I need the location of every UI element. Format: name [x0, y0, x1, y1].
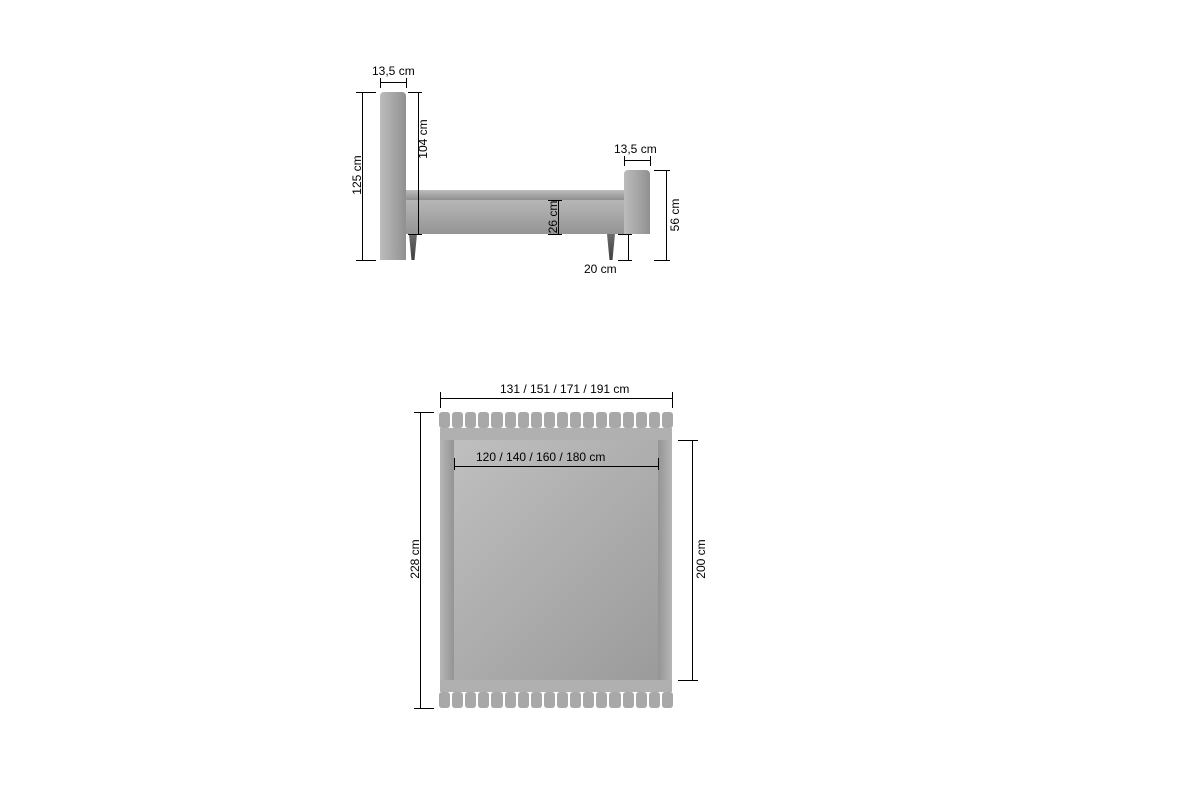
dim-tick [414, 708, 434, 709]
dim-tick [618, 260, 632, 261]
top-foot-shadow [440, 680, 672, 692]
dim-tick [654, 260, 670, 261]
dim-tick [454, 458, 455, 470]
side-footboard [624, 170, 650, 234]
dim-tick [380, 78, 381, 88]
dim-inner-length: 200 cm [694, 534, 708, 584]
dim-tick [408, 92, 422, 93]
side-rail-front [406, 200, 624, 234]
dim-tick [672, 392, 673, 408]
top-rail-left [440, 428, 454, 692]
dim-leg-h: 20 cm [584, 262, 617, 276]
dim-head-thick: 13,5 cm [372, 64, 415, 78]
dim-tick [408, 234, 422, 235]
side-headboard [380, 92, 406, 260]
dim-tick [658, 458, 659, 470]
top-mattress [454, 440, 658, 680]
dim-inner-width: 120 / 140 / 160 / 180 cm [476, 450, 605, 464]
dim-line [380, 82, 406, 83]
side-rail [406, 190, 624, 200]
diagram-stage: 13,5 cm 125 cm 104 cm 26 cm 20 cm 13,5 c… [0, 0, 1200, 800]
top-foot-band [438, 692, 674, 708]
top-head-shadow [440, 428, 672, 440]
dim-line [666, 170, 667, 260]
dim-outer-length: 228 cm [408, 534, 422, 584]
dim-rail-h: 26 cm [546, 192, 560, 242]
top-rail-right [658, 428, 672, 692]
side-leg-left [408, 234, 418, 260]
dim-tick [356, 260, 376, 261]
dim-outer-width: 131 / 151 / 171 / 191 cm [500, 382, 629, 396]
dim-tick [356, 92, 376, 93]
dim-tick [654, 170, 670, 171]
dim-tick [440, 392, 441, 408]
dim-head-above: 104 cm [416, 114, 430, 164]
dim-total-height: 125 cm [350, 150, 364, 200]
dim-line [440, 398, 672, 399]
dim-tick [678, 680, 698, 681]
dim-foot-thick: 13,5 cm [614, 142, 657, 156]
dim-foot-total: 56 cm [668, 190, 682, 240]
dim-line [692, 440, 693, 680]
dim-line [624, 160, 650, 161]
dim-line [628, 234, 629, 260]
dim-tick [406, 78, 407, 88]
dim-tick [678, 440, 698, 441]
dim-tick [624, 156, 625, 166]
dim-tick [618, 234, 632, 235]
side-leg-right [606, 234, 616, 260]
dim-line [454, 466, 658, 467]
dim-tick [650, 156, 651, 166]
dim-tick [414, 412, 434, 413]
top-head-band [438, 412, 674, 428]
